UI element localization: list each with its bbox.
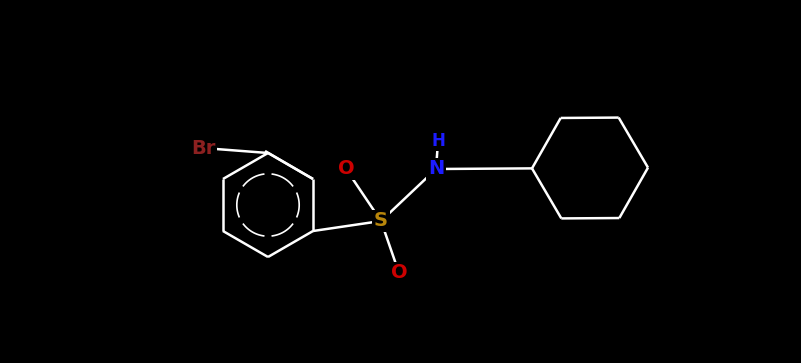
Text: N: N [428,159,445,179]
Text: O: O [338,159,354,179]
Text: O: O [391,264,408,282]
Text: Br: Br [191,139,215,158]
Text: S: S [374,212,388,231]
Text: H: H [431,132,445,150]
